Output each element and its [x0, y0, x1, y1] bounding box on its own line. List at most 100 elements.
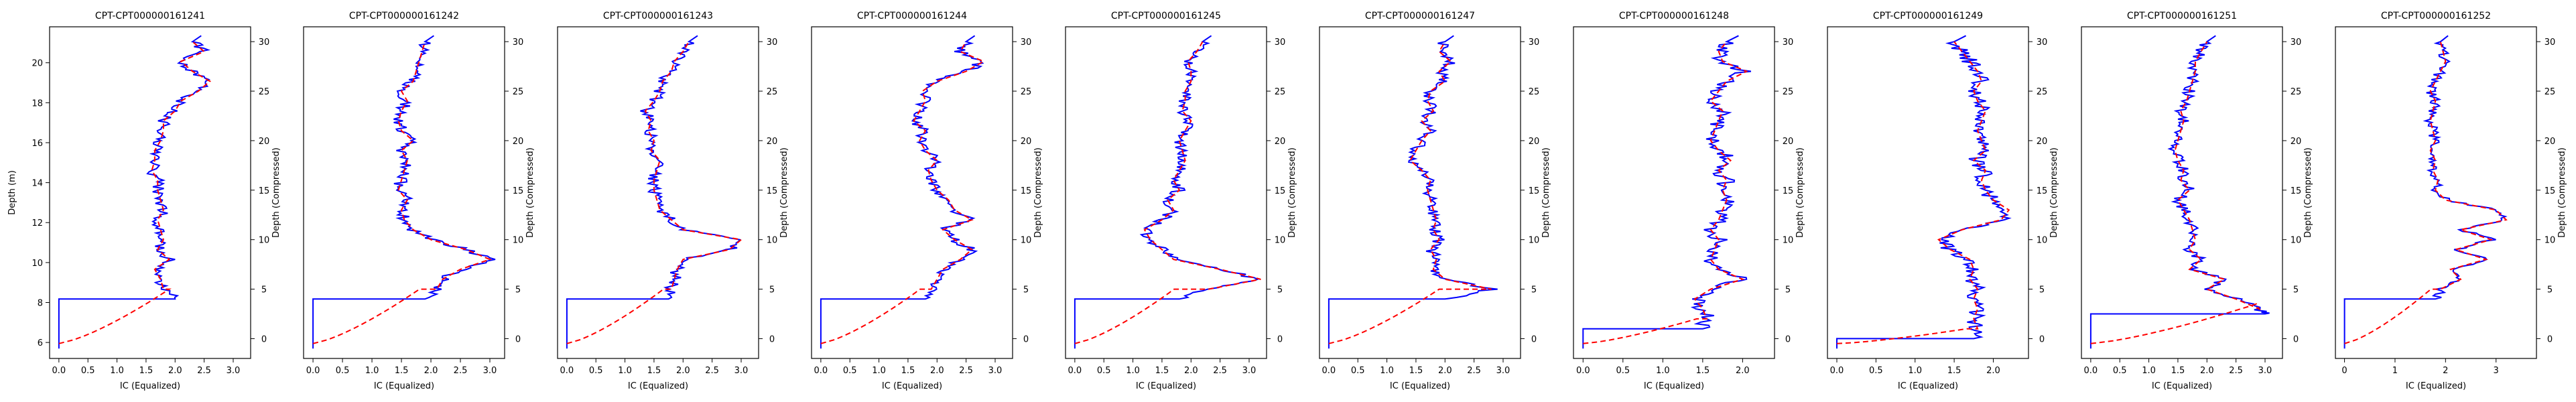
right-y-tick-label: 15 [2037, 186, 2048, 196]
left-y-tick-label: 16 [31, 139, 43, 149]
right-y-tick-label: 15 [1275, 186, 1286, 196]
right-y-tick-label: 0 [2547, 334, 2553, 344]
x-tick-label: 0 [2341, 366, 2347, 376]
left-y-tick-label: 20 [31, 59, 43, 69]
smoothed-ic-line [2090, 41, 2261, 344]
right-y-tick-label: 25 [2545, 87, 2556, 97]
right-y-tick-label: 10 [513, 236, 524, 246]
x-tick-label: 1.5 [647, 366, 661, 376]
right-y-tick-label: 30 [1021, 38, 1032, 48]
subplot-title: CPT-CPT000000161242 [349, 11, 459, 21]
right-y-tick-label: 5 [769, 285, 775, 295]
x-tick-label: 2 [2443, 366, 2448, 376]
subplot-title: CPT-CPT000000161249 [1873, 11, 1983, 21]
left-depth-axis: 6 8 10 12 14 16 18 20 Depth (m) [7, 59, 50, 348]
x-tick-label: 0.0 [814, 366, 828, 376]
x-axis-label: IC (Equalized) [120, 381, 180, 391]
x-axis-label: IC (Equalized) [1390, 381, 1450, 391]
smoothed-ic-line [2344, 41, 2508, 344]
right-y-tick-label: 0 [1785, 334, 1791, 344]
x-tick-label: 1.5 [1409, 366, 1423, 376]
right-y-tick-label: 20 [2037, 137, 2048, 147]
left-y-tick-label: 14 [31, 179, 43, 189]
series-group [1328, 35, 1498, 349]
x-tick-label: 0.5 [336, 366, 350, 376]
right-y-tick-label: 15 [2291, 186, 2302, 196]
x-tick-label: 0.5 [1616, 366, 1630, 376]
subplot-5: CPT-CPT000000161245 0.0 0.5 1.0 1.5 2.0 2.5 3.0… [1065, 11, 1297, 391]
left-y-tick-label: 6 [38, 338, 43, 348]
right-y-tick-label: 25 [767, 87, 778, 97]
right-y-tick-label: 10 [2545, 236, 2556, 246]
smoothed-ic-line [312, 41, 492, 344]
axes-frame [49, 26, 251, 359]
right-y-tick-label: 10 [2291, 236, 2302, 246]
x-tick-label: 3.0 [227, 366, 241, 376]
x-tick-label: 0.0 [52, 366, 66, 376]
right-y-tick-label: 20 [1529, 137, 1540, 147]
x-tick-label: 0.5 [1351, 366, 1365, 376]
x-tick-label: 0.5 [2113, 366, 2127, 376]
subplot-title: CPT-CPT000000161241 [95, 11, 205, 21]
right-y-tick-label: 20 [1021, 137, 1032, 147]
right-y-tick-label: 10 [1783, 236, 1794, 246]
x-tick-label: 2.0 [1736, 366, 1750, 376]
right-y-tick-label: 10 [1021, 236, 1032, 246]
right-y-tick-label: 0 [1023, 334, 1029, 344]
x-tick-label: 0.5 [1869, 366, 1883, 376]
x-tick-label: 2.5 [1467, 366, 1481, 376]
subplot-title: CPT-CPT000000161245 [1111, 11, 1221, 21]
x-tick-label: 1.0 [365, 366, 379, 376]
right-y-tick-label: 30 [2037, 38, 2048, 48]
right-y-tick-label: 30 [2291, 38, 2302, 48]
right-y-tick-label: 10 [1529, 236, 1540, 246]
series-group [1074, 35, 1261, 349]
right-y-tick-label: 0 [769, 334, 775, 344]
x-tick-label: 3 [2494, 366, 2499, 376]
right-y-tick-label: 30 [2545, 38, 2556, 48]
axes-frame [1573, 26, 1775, 359]
right-y-tick-label: 25 [259, 87, 270, 97]
x-tick-label: 1.5 [139, 366, 153, 376]
x-tick-label: 1.5 [901, 366, 915, 376]
x-tick-label: 2.5 [959, 366, 973, 376]
right-y-tick-label: 0 [1531, 334, 1537, 344]
x-tick-label: 2.0 [1184, 366, 1198, 376]
right-y-tick-label: 25 [513, 87, 524, 97]
x-tick-label: 1.5 [1947, 366, 1961, 376]
axes-frame [303, 26, 505, 359]
x-tick-label: 1.0 [1908, 366, 1922, 376]
x-tick-label: 1.5 [2171, 366, 2185, 376]
x-tick-label: 2.0 [1986, 366, 2000, 376]
right-y-tick-label: 20 [1275, 137, 1286, 147]
right-y-tick-label: 10 [1275, 236, 1286, 246]
right-y-tick-label: 15 [259, 186, 270, 196]
right-y-tick-label: 25 [2291, 87, 2302, 97]
x-tick-label: 0.5 [843, 366, 857, 376]
right-y-tick-label: 5 [2039, 285, 2045, 295]
series-group [58, 35, 212, 349]
x-tick-label: 0.0 [306, 366, 320, 376]
x-tick-label: 1.5 [395, 366, 409, 376]
x-tick-label: 0.0 [2084, 366, 2098, 376]
right-y-tick-label: 10 [259, 236, 270, 246]
x-tick-label: 2.0 [2200, 366, 2214, 376]
measured-ic-line [312, 35, 496, 349]
right-y-tick-label: 30 [1275, 38, 1286, 48]
subplot-7: CPT-CPT000000161248 0.0 0.5 1.0 1.5 2.0 IC (Eq… [1573, 11, 1805, 391]
right-y-tick-label: 5 [261, 285, 267, 295]
right-y-tick-label: 15 [2545, 186, 2556, 196]
x-tick-label: 1.5 [1696, 366, 1710, 376]
right-y-tick-label: 5 [1531, 285, 1537, 295]
right-y-axis-label: Depth (Compressed) [1795, 147, 1805, 238]
right-y-tick-label: 15 [767, 186, 778, 196]
right-y-axis-label: Depth (Compressed) [271, 147, 281, 238]
right-y-tick-label: 0 [2293, 334, 2299, 344]
subplot-3: CPT-CPT000000161243 0.0 0.5 1.0 1.5 2.0 2.5 3.0… [557, 11, 789, 391]
right-y-tick-label: 30 [513, 38, 524, 48]
x-tick-label: 3.0 [734, 366, 749, 376]
axes-frame [811, 26, 1013, 359]
measured-ic-line [566, 35, 741, 349]
x-tick-label: 2.5 [2229, 366, 2243, 376]
